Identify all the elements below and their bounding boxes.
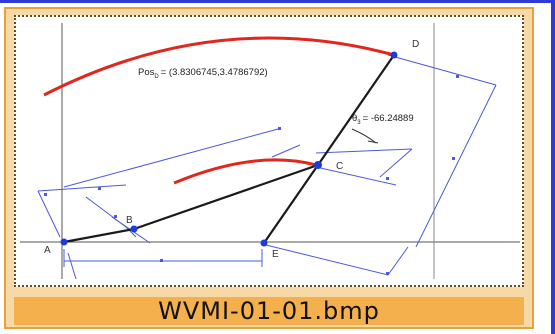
angle-arc bbox=[351, 128, 377, 144]
joint-d bbox=[390, 51, 398, 59]
angle-arrow bbox=[367, 140, 379, 144]
linkage bbox=[63, 54, 395, 244]
point-label-a: A bbox=[44, 245, 51, 256]
point-label-e: E bbox=[272, 249, 279, 260]
link-cd bbox=[317, 54, 395, 166]
trajectory-arc-small bbox=[173, 158, 317, 185]
thumbnail-card[interactable]: A B C D E PosD = (3.8306745,3.4786792) θ3… bbox=[4, 7, 534, 329]
link-ab bbox=[63, 227, 135, 244]
point-label-d: D bbox=[412, 39, 419, 50]
joint-c bbox=[314, 161, 322, 169]
joint-e bbox=[260, 239, 268, 247]
filename-label: WVMI-01-01.bmp bbox=[158, 297, 380, 325]
joint-b bbox=[130, 225, 138, 233]
trajectory-arc-large bbox=[43, 36, 395, 97]
image-preview: A B C D E PosD = (3.8306745,3.4786792) θ3… bbox=[14, 15, 524, 287]
caption-bar: WVMI-01-01.bmp bbox=[14, 297, 524, 325]
joint-a bbox=[60, 238, 68, 246]
point-label-c: C bbox=[336, 161, 343, 172]
joints bbox=[60, 51, 398, 247]
angle-annotation: θ3 = -66.24889 bbox=[352, 113, 414, 126]
mechanism-diagram: A B C D E PosD = (3.8306745,3.4786792) θ3… bbox=[20, 23, 520, 280]
point-label-b: B bbox=[126, 215, 133, 226]
link-ec bbox=[263, 164, 319, 244]
link-bc bbox=[133, 163, 319, 231]
position-annotation: PosD = (3.8306745,3.4786792) bbox=[138, 67, 268, 80]
dimension-tick-marks bbox=[44, 75, 459, 275]
dimension-lines bbox=[37, 54, 497, 280]
